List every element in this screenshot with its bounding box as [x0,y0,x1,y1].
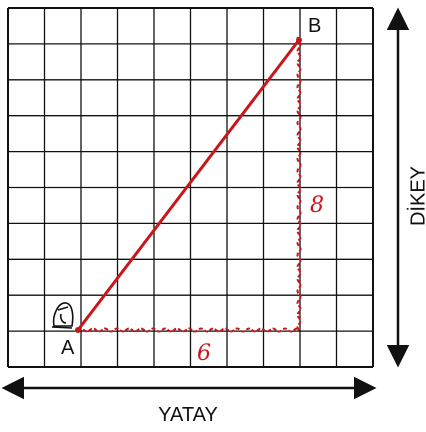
label-a: A [61,337,75,359]
horizontal-leg-label: 6 [197,341,211,366]
horizontal-axis-label: YATAY [158,404,218,426]
hypotenuse [76,39,301,331]
grid [7,7,374,368]
vertical-axis-label: DİKEY [406,166,426,226]
label-b: B [308,15,321,37]
horizontal-leg [77,327,301,333]
vertical-leg [296,35,302,331]
point-a [75,327,81,333]
penguin-icon [51,302,74,329]
vertical-leg-label: 8 [310,193,324,218]
point-b [296,37,302,43]
